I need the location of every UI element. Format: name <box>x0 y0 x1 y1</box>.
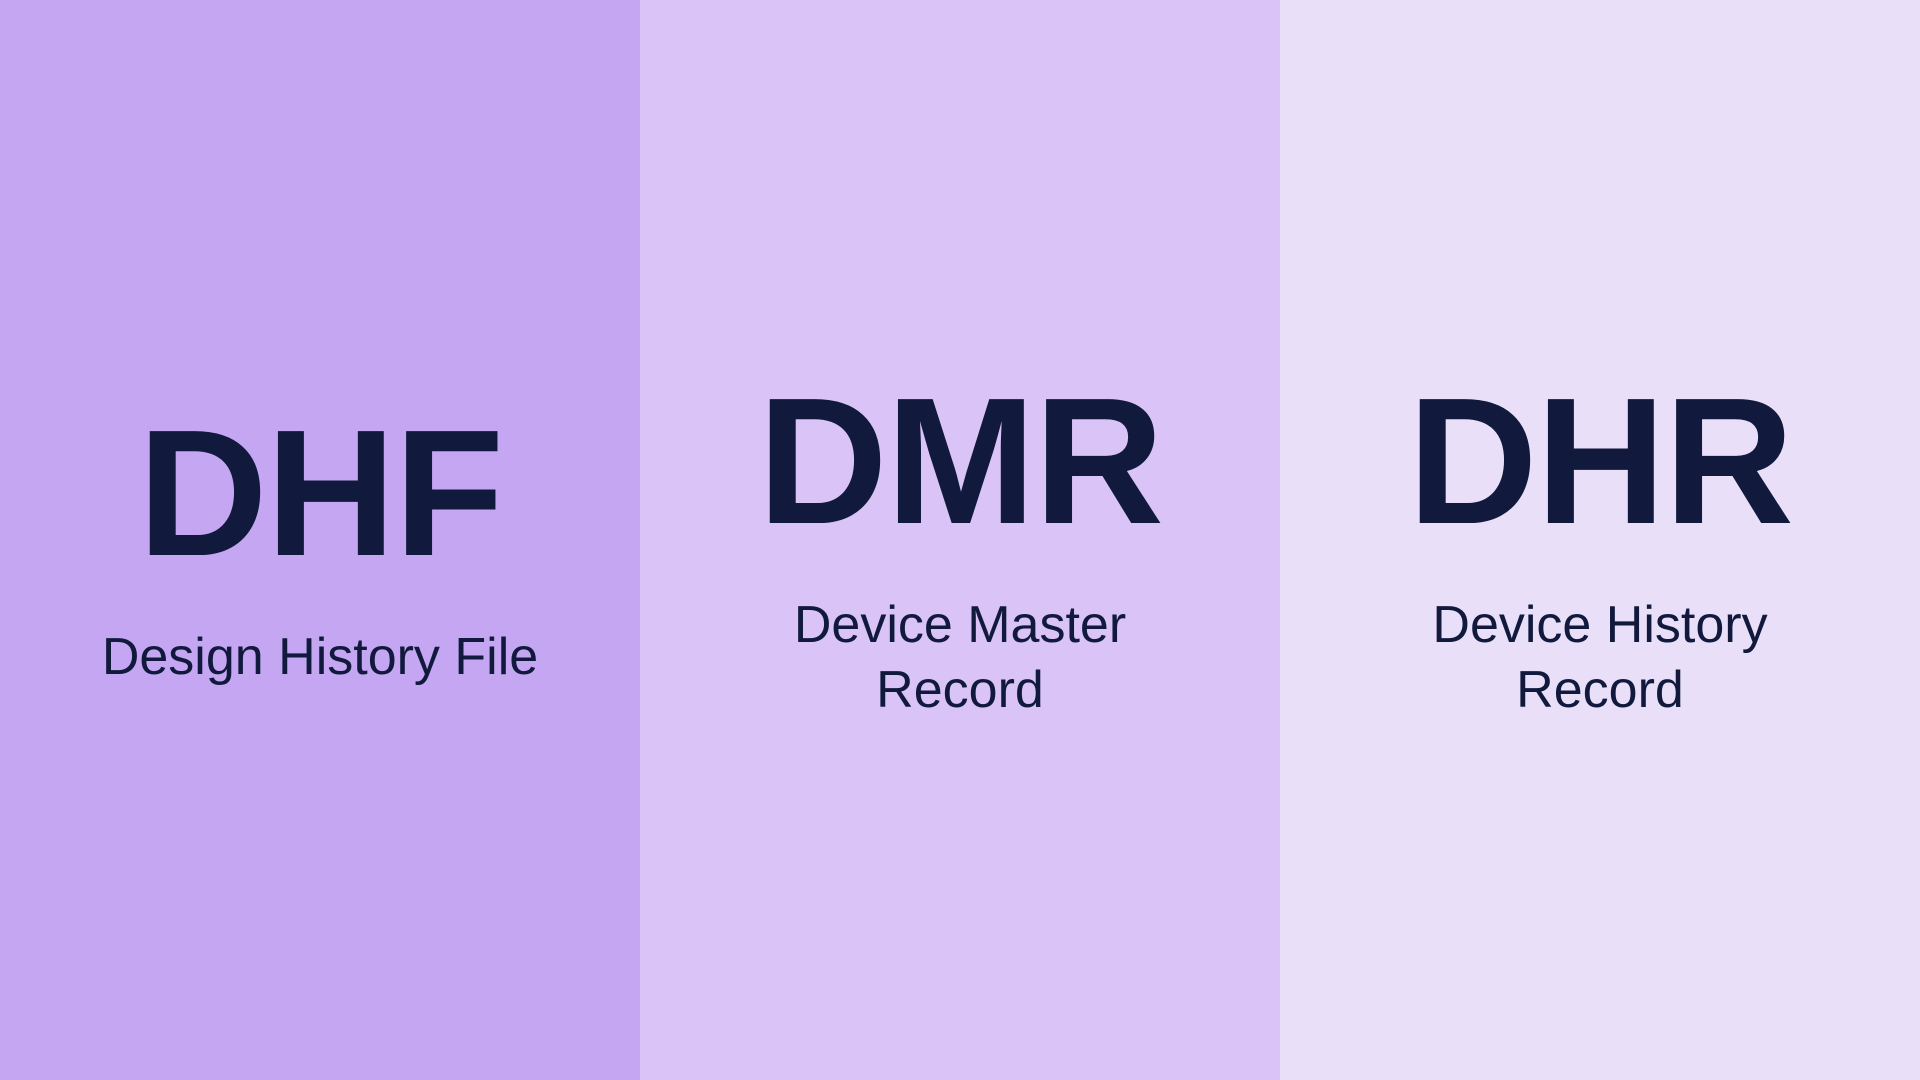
expansion-dmr: Device Master Record <box>704 593 1216 723</box>
abbrev-dhr: DHR <box>1408 358 1793 565</box>
expansion-dhf: Design History File <box>102 625 538 690</box>
abbrev-dhf: DHF <box>138 390 503 597</box>
abbrev-dmr: DMR <box>758 358 1163 565</box>
panel-dhr: DHR Device History Record <box>1280 0 1920 1080</box>
panel-dmr: DMR Device Master Record <box>640 0 1280 1080</box>
expansion-dhr: Device History Record <box>1344 593 1856 723</box>
panel-dhf: DHF Design History File <box>0 0 640 1080</box>
